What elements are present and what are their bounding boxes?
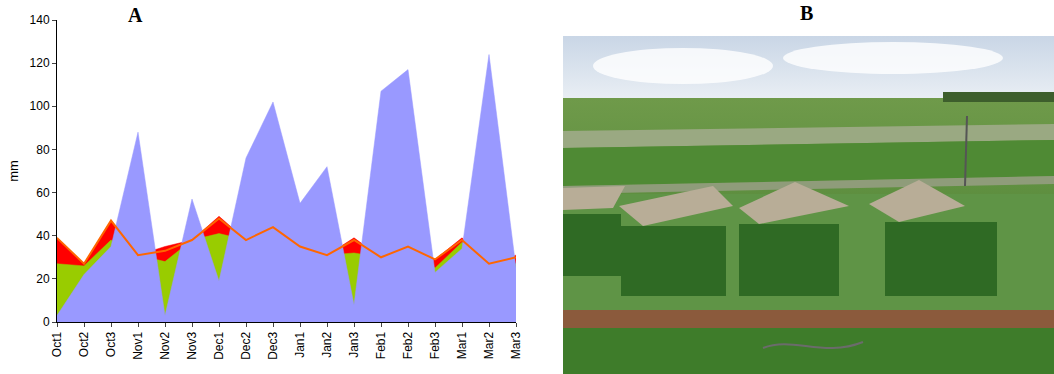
svg-text:Mar2: Mar2 <box>482 331 496 359</box>
svg-text:80: 80 <box>36 143 50 157</box>
svg-text:40: 40 <box>36 229 50 243</box>
svg-text:Nov3: Nov3 <box>185 331 199 359</box>
svg-text:140: 140 <box>30 13 50 27</box>
svg-text:100: 100 <box>30 99 50 113</box>
svg-text:120: 120 <box>30 56 50 70</box>
svg-text:Nov2: Nov2 <box>158 331 172 359</box>
svg-text:Feb1: Feb1 <box>374 331 388 359</box>
svg-text:Jan2: Jan2 <box>320 331 334 357</box>
svg-text:Oct3: Oct3 <box>104 331 118 357</box>
svg-text:0: 0 <box>43 315 50 329</box>
svg-text:Oct1: Oct1 <box>50 331 64 357</box>
svg-text:Dec2: Dec2 <box>239 331 253 359</box>
svg-text:Mar1: Mar1 <box>455 331 469 359</box>
svg-text:20: 20 <box>36 272 50 286</box>
svg-text:mm: mm <box>6 160 21 182</box>
svg-text:Nov1: Nov1 <box>131 331 145 359</box>
svg-text:60: 60 <box>36 186 50 200</box>
svg-text:Feb2: Feb2 <box>401 331 415 359</box>
svg-text:Jan1: Jan1 <box>293 331 307 357</box>
svg-text:Dec3: Dec3 <box>266 331 280 359</box>
svg-text:Dec1: Dec1 <box>212 331 226 359</box>
html-text:B: B <box>800 2 814 24</box>
svg-text:A: A <box>128 4 143 26</box>
svg-text:Feb3: Feb3 <box>428 331 442 359</box>
svg-text:Oct2: Oct2 <box>77 331 91 357</box>
svg-text:Mar3: Mar3 <box>509 331 523 359</box>
svg-text:Jan3: Jan3 <box>347 331 361 357</box>
